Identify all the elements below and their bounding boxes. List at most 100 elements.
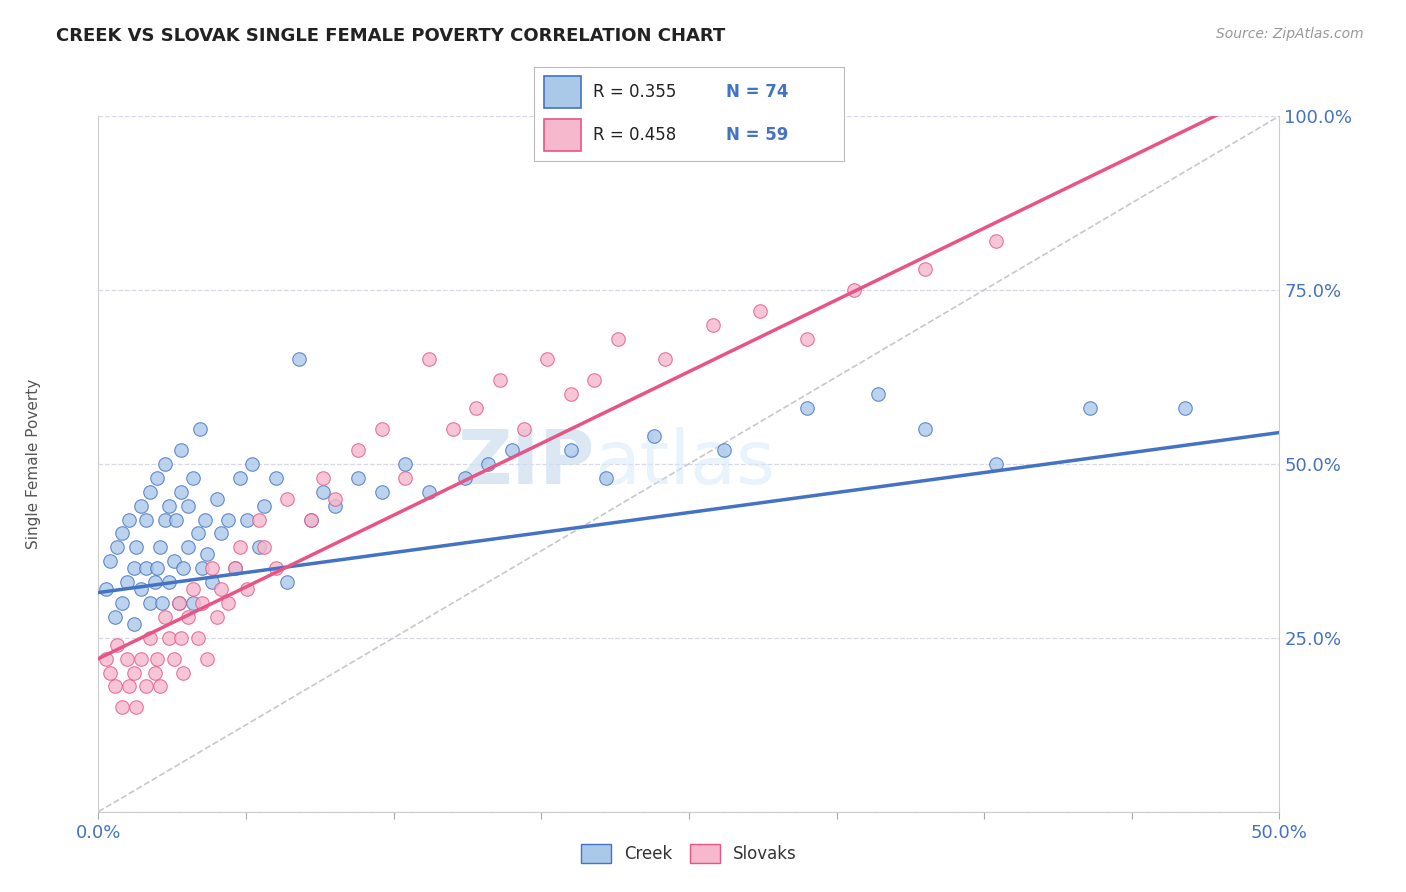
Point xyxy=(163,554,186,568)
Point xyxy=(153,457,176,471)
Text: CREEK VS SLOVAK SINGLE FEMALE POVERTY CORRELATION CHART: CREEK VS SLOVAK SINGLE FEMALE POVERTY CO… xyxy=(56,27,725,45)
Point xyxy=(129,651,152,665)
Point xyxy=(394,457,416,471)
Point xyxy=(247,541,270,555)
Point xyxy=(139,596,162,610)
Point xyxy=(748,303,770,318)
Point xyxy=(191,561,214,575)
Point xyxy=(98,665,121,680)
Point xyxy=(115,575,138,590)
Point xyxy=(170,442,193,457)
Point xyxy=(111,596,134,610)
Point xyxy=(181,596,204,610)
Point xyxy=(150,596,173,610)
Point xyxy=(163,651,186,665)
Point xyxy=(135,680,157,694)
Point xyxy=(170,631,193,645)
Point xyxy=(224,561,246,575)
Point xyxy=(129,582,152,596)
Point xyxy=(177,499,200,513)
Point xyxy=(595,471,617,485)
Point xyxy=(139,484,162,499)
Point xyxy=(111,526,134,541)
Point xyxy=(153,610,176,624)
Point xyxy=(205,491,228,506)
FancyBboxPatch shape xyxy=(544,77,581,108)
Point xyxy=(177,541,200,555)
Point xyxy=(105,638,128,652)
Point xyxy=(201,575,224,590)
Point xyxy=(607,332,630,346)
Point xyxy=(253,499,276,513)
Point xyxy=(149,541,172,555)
Point xyxy=(167,596,190,610)
Point xyxy=(418,484,440,499)
Point xyxy=(236,512,259,526)
Point xyxy=(643,429,665,443)
Point xyxy=(143,665,166,680)
Point xyxy=(240,457,263,471)
Point xyxy=(984,234,1007,248)
Point xyxy=(844,283,866,297)
Text: R = 0.355: R = 0.355 xyxy=(593,83,676,101)
Point xyxy=(229,541,252,555)
Point xyxy=(713,442,735,457)
Point xyxy=(371,484,394,499)
Point xyxy=(195,651,218,665)
Point xyxy=(170,484,193,499)
Point xyxy=(172,665,194,680)
Point xyxy=(914,262,936,277)
Text: Source: ZipAtlas.com: Source: ZipAtlas.com xyxy=(1216,27,1364,41)
Point xyxy=(465,401,488,416)
Point xyxy=(583,373,606,387)
Point xyxy=(209,582,232,596)
Point xyxy=(188,422,211,436)
Point xyxy=(217,596,239,610)
Point xyxy=(115,651,138,665)
Text: N = 59: N = 59 xyxy=(725,127,789,145)
Point xyxy=(135,561,157,575)
Point xyxy=(153,512,176,526)
Point xyxy=(312,484,335,499)
Point xyxy=(104,680,127,694)
Point xyxy=(194,512,217,526)
Point xyxy=(94,582,117,596)
Point xyxy=(122,616,145,631)
Point xyxy=(418,352,440,367)
FancyBboxPatch shape xyxy=(544,120,581,152)
Point xyxy=(205,610,228,624)
Point xyxy=(118,680,141,694)
Point xyxy=(253,541,276,555)
Point xyxy=(299,512,322,526)
Text: N = 74: N = 74 xyxy=(725,83,789,101)
Point xyxy=(195,547,218,561)
Point xyxy=(94,651,117,665)
Point xyxy=(312,471,335,485)
Point xyxy=(323,499,346,513)
Point xyxy=(264,561,287,575)
Point xyxy=(146,471,169,485)
Point xyxy=(796,332,818,346)
Point xyxy=(157,575,180,590)
Point xyxy=(264,471,287,485)
Point xyxy=(165,512,187,526)
Point xyxy=(654,352,676,367)
Point xyxy=(441,422,464,436)
Point xyxy=(149,680,172,694)
Point xyxy=(157,631,180,645)
Point xyxy=(288,352,311,367)
Point xyxy=(866,387,889,401)
Point xyxy=(118,512,141,526)
Point xyxy=(371,422,394,436)
Text: atlas: atlas xyxy=(595,427,776,500)
Point xyxy=(489,373,512,387)
Point xyxy=(276,575,298,590)
Point xyxy=(187,526,209,541)
Point xyxy=(209,526,232,541)
Text: Single Female Poverty: Single Female Poverty xyxy=(25,379,41,549)
Point xyxy=(224,561,246,575)
Point xyxy=(122,561,145,575)
Point xyxy=(702,318,724,332)
Point xyxy=(453,471,475,485)
Point xyxy=(560,442,582,457)
